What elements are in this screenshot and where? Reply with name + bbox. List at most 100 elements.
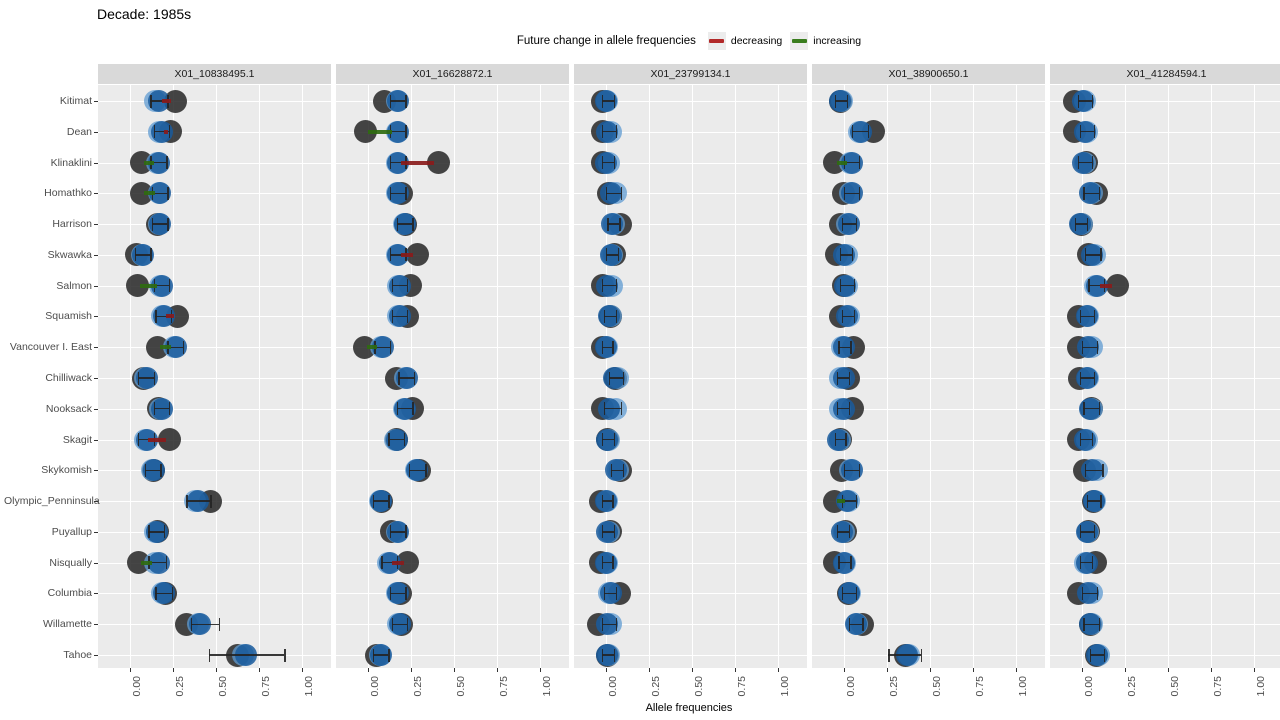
y-axis-label: Dean: [66, 125, 92, 138]
change-segment: [144, 160, 155, 165]
error-bar-cap: [169, 125, 171, 139]
error-bar: [1081, 592, 1097, 595]
error-bar: [389, 131, 406, 133]
dot-dark: [352, 335, 376, 359]
x-axis-tick: [215, 668, 217, 672]
gridline-horizontal: [98, 408, 331, 410]
error-bar-cap: [602, 648, 604, 662]
y-axis-tick: [94, 439, 98, 441]
error-bar-cap: [845, 433, 847, 447]
change-segment: [163, 129, 169, 134]
error-bar: [1079, 377, 1094, 379]
increasing-line-icon: [791, 39, 807, 43]
y-axis-tick: [94, 131, 98, 133]
error-bar-cap: [1079, 556, 1082, 570]
gridline-horizontal: [812, 655, 1045, 656]
error-bar: [138, 377, 154, 379]
gridline-horizontal: [98, 470, 331, 472]
gridline-horizontal: [812, 470, 1045, 472]
error-bar-cap: [391, 279, 393, 293]
facet-strip-label: X01_23799134.1: [650, 68, 731, 80]
x-tick-label: 0.00: [606, 676, 619, 697]
gridline-horizontal: [336, 593, 569, 595]
x-tick-label: 0.00: [1082, 676, 1095, 697]
error-bar: [602, 561, 613, 564]
x-tick-label: 0.50: [930, 676, 943, 697]
error-bar-cap: [602, 125, 604, 139]
error-bar-cap: [1098, 186, 1101, 200]
dot-dark: [1106, 274, 1130, 298]
error-bar-cap: [155, 586, 157, 600]
x-tick-label: 0.25: [887, 676, 900, 697]
error-bar-cap: [852, 125, 854, 139]
error-bar-cap: [1081, 586, 1083, 600]
change-segment: [162, 99, 171, 103]
gridline-horizontal: [574, 224, 807, 226]
y-axis-label: Homathko: [44, 187, 92, 200]
gridline-horizontal: [336, 254, 569, 256]
error-bar-cap: [605, 248, 607, 262]
gridline-horizontal: [812, 347, 1045, 349]
error-bar: [144, 469, 161, 472]
error-bar-cap: [855, 586, 857, 600]
error-bar-cap: [838, 556, 840, 570]
error-bar: [1083, 192, 1099, 195]
facet-panel: [574, 85, 807, 668]
gridline-vertical: [1124, 85, 1126, 668]
error-bar-cap: [412, 402, 414, 416]
y-axis-label: Willamette: [42, 618, 92, 631]
gridline-vertical: [301, 85, 303, 668]
gridline-horizontal: [336, 470, 569, 472]
error-bar-cap: [155, 309, 157, 323]
error-bar-cap: [153, 125, 155, 139]
error-bar-cap: [160, 463, 162, 477]
error-bar: [602, 284, 616, 287]
y-axis-tick: [94, 224, 98, 226]
error-bar: [608, 377, 623, 379]
facet-strip-label: X01_41284594.1: [1126, 68, 1207, 80]
error-bar-cap: [389, 186, 392, 200]
facet-strip: X01_38900650.1: [812, 64, 1045, 84]
error-bar-cap: [1086, 217, 1089, 231]
gridline-horizontal: [812, 193, 1045, 195]
error-bar: [391, 315, 408, 318]
error-bar: [838, 561, 851, 564]
x-tick-label: 0.25: [649, 676, 662, 697]
x-tick-label: 0.25: [173, 676, 186, 697]
x-tick-label: 1.00: [1254, 676, 1267, 697]
x-axis-tick: [1015, 668, 1017, 672]
error-bar: [841, 315, 854, 318]
error-bar-cap: [389, 156, 392, 170]
gridline-horizontal: [574, 101, 807, 102]
gridline-vertical: [648, 85, 650, 668]
error-bar-cap: [171, 586, 174, 600]
x-tick-label: 0.00: [368, 676, 381, 697]
error-bar-cap: [284, 648, 286, 662]
gridline-horizontal: [98, 347, 331, 349]
error-bar-cap: [843, 186, 845, 200]
error-bar: [605, 192, 621, 195]
error-bar: [151, 192, 168, 195]
error-bar-cap: [608, 371, 611, 385]
y-axis-label: Kitimat: [59, 95, 92, 107]
error-bar: [389, 531, 406, 533]
error-bar-cap: [1079, 525, 1082, 539]
error-bar: [1078, 100, 1092, 102]
gridline-horizontal: [98, 101, 331, 102]
error-bar: [388, 438, 404, 441]
error-bar: [602, 500, 613, 502]
x-axis-tick: [410, 668, 412, 672]
error-bar: [1078, 161, 1092, 164]
x-tick-label: 0.75: [735, 676, 748, 697]
error-bar-cap: [607, 217, 609, 231]
change-segment: [140, 560, 152, 565]
gridline-horizontal: [98, 531, 331, 533]
y-axis-label: Chilliwack: [45, 372, 92, 384]
error-bar: [603, 592, 616, 595]
error-bar: [389, 192, 406, 195]
change-segment: [1099, 283, 1113, 288]
x-axis-tick: [172, 668, 174, 672]
error-bar-cap: [396, 402, 399, 416]
gridline-horizontal: [574, 193, 807, 195]
